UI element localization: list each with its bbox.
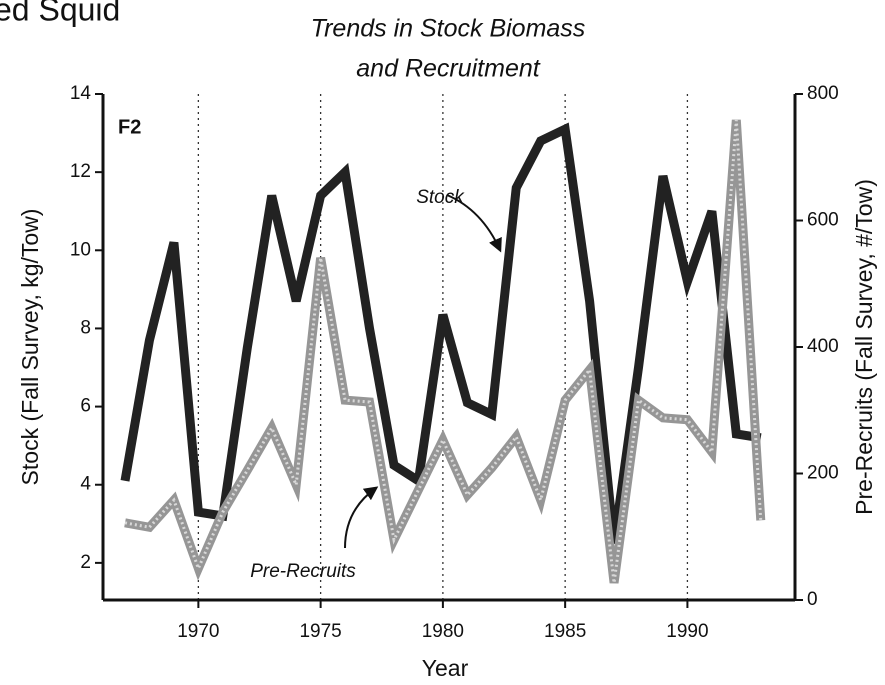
x-tick-label: 1980 [422, 621, 464, 642]
series-texture [124, 119, 763, 584]
annotation-arrow [446, 194, 502, 253]
y-axis-label: Stock (Fall Survey, kg/Tow) [17, 209, 43, 486]
y2-tick-label: 800 [807, 83, 839, 104]
y2-axis-label: Pre-Recruits (Fall Survey, #/Tow) [851, 179, 877, 515]
panel-label: F2 [118, 116, 141, 138]
x-tick-label: 1975 [299, 621, 341, 642]
y2-tick-label: 0 [807, 589, 818, 610]
series-line [120, 122, 762, 544]
y2-tick-label: 600 [807, 210, 839, 231]
y-tick-label: 6 [80, 396, 91, 417]
header-fragment: ed Squid [0, 0, 120, 27]
y-tick-label: 8 [80, 317, 91, 338]
y-tick-label: 10 [70, 239, 91, 260]
series-annotation: Pre-Recruits [250, 561, 356, 582]
x-tick-label: 1985 [544, 621, 586, 642]
annotation-arrow [344, 486, 379, 549]
y-tick-label: 12 [70, 161, 91, 182]
x-axis-label: Year [422, 655, 469, 681]
chart-title: and Recruitment [356, 55, 540, 83]
series-annotation: Stock [416, 187, 465, 208]
y-tick-label: 2 [80, 552, 91, 573]
x-tick-label: 1990 [666, 621, 708, 642]
chart-title: Trends in Stock Biomass [311, 15, 586, 43]
x-tick-label: 1970 [177, 621, 219, 642]
y2-tick-label: 400 [807, 336, 839, 357]
y-tick-label: 14 [70, 83, 92, 104]
y-tick-label: 4 [80, 474, 91, 495]
y2-tick-label: 200 [807, 463, 839, 484]
